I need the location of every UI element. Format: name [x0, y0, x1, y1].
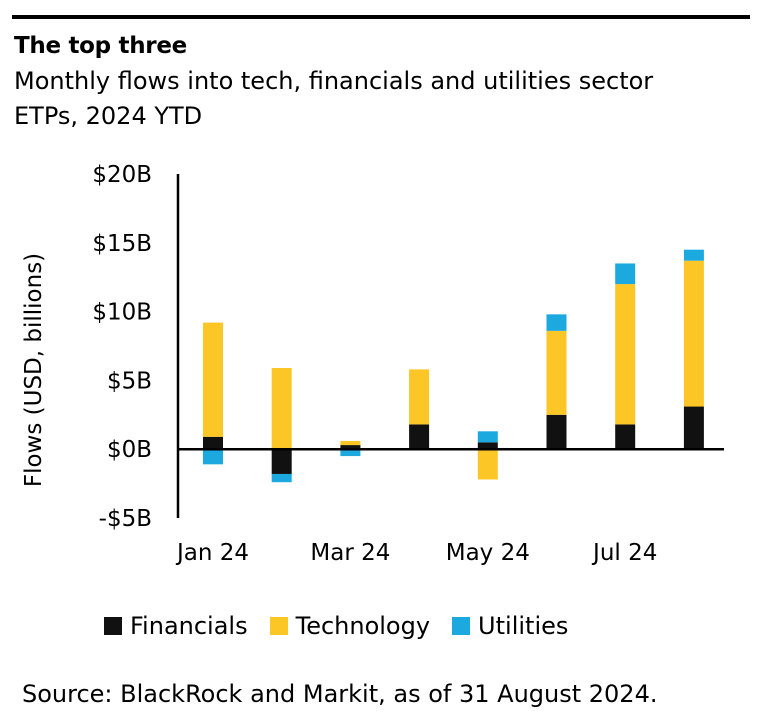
bar-technology-jan-24	[203, 322, 223, 437]
x-tick-label: Jan 24	[175, 540, 249, 566]
chart-title: The top three	[14, 33, 187, 59]
y-axis-label: Flows (USD, billions)	[21, 253, 47, 487]
bar-financials-jan-24	[203, 436, 223, 450]
bar-technology-feb-24	[271, 368, 292, 450]
bar-financials-feb-24	[271, 449, 292, 474]
legend-item-financials: Financials	[104, 612, 248, 640]
bar-technology-mar-24	[340, 440, 361, 446]
bar-utilities-mar-24	[340, 449, 361, 457]
bar-utilities-jan-24	[203, 449, 223, 465]
legend-swatch-utilities	[452, 617, 471, 635]
bar-utilities-may-24	[477, 431, 498, 443]
legend-swatch-financials	[104, 617, 122, 635]
legend-item-technology: Technology	[269, 612, 431, 640]
bar-utilities-jun-24	[546, 314, 567, 331]
bar-technology-aug-24	[683, 260, 704, 407]
bar-technology-jun-24	[546, 330, 567, 415]
y-tick-label: $0B	[107, 437, 152, 463]
y-tick-label: $20B	[92, 162, 152, 188]
legend-item-utilities: Utilities	[452, 612, 568, 640]
source-note: Source: BlackRock and Markit, as of 31 A…	[22, 680, 658, 708]
bar-financials-apr-24	[409, 424, 430, 450]
bar-technology-may-24	[477, 449, 498, 480]
bar-technology-jul-24	[615, 284, 636, 425]
bar-financials-jun-24	[546, 414, 567, 450]
bar-financials-aug-24	[683, 406, 704, 450]
legend-label-technology: Technology	[295, 612, 431, 640]
y-tick-label: -$5B	[99, 506, 152, 532]
y-tick-label: $5B	[107, 368, 152, 394]
bar-financials-mar-24	[340, 445, 361, 450]
stacked-bar-chart: Flows (USD, billions) $20B $15B $10B $5B $0B…	[21, 162, 724, 566]
bar-utilities-aug-24	[683, 249, 704, 261]
bar-utilities-jul-24	[615, 263, 636, 285]
y-tick-label: $10B	[92, 300, 152, 326]
legend-label-utilities: Utilities	[478, 612, 569, 640]
header-rule	[12, 15, 750, 19]
bar-financials-jul-24	[615, 424, 636, 450]
y-tick-label: $15B	[92, 231, 152, 257]
x-tick-label: Jul 24	[591, 540, 657, 566]
bar-technology-apr-24	[409, 369, 430, 425]
x-tick-label: Mar 24	[310, 540, 390, 566]
chart-legend: Financials Technology Utilities	[104, 612, 590, 640]
legend-swatch-technology	[269, 617, 288, 635]
chart-subtitle: Monthly flows into tech, financials and …	[14, 67, 654, 130]
x-tick-label: May 24	[446, 540, 530, 566]
legend-label-financials: Financials	[130, 612, 248, 640]
bar-utilities-feb-24	[271, 473, 292, 483]
bar-financials-may-24	[477, 442, 498, 450]
